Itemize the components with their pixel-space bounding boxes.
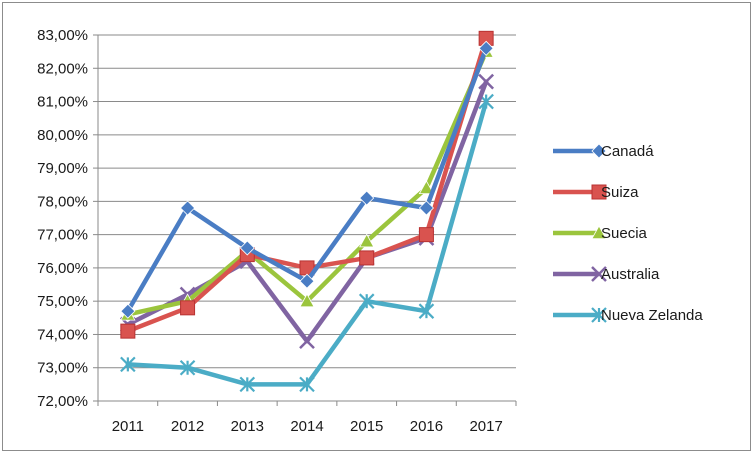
y-tick-label: 80,00% <box>37 127 88 144</box>
y-tick-label: 75,00% <box>37 293 88 310</box>
series-canadá <box>120 40 494 319</box>
y-tick-label: 72,00% <box>37 393 88 410</box>
legend-label: Canadá <box>601 143 654 160</box>
legend-item: Suecia <box>553 225 648 242</box>
series-nueva-zelanda <box>120 93 494 393</box>
series-suiza <box>120 30 494 339</box>
legend-marker <box>591 266 607 282</box>
y-tick-label: 83,00% <box>37 27 88 44</box>
chart-frame: 72,00% 73,00% 74,00% 75,00% 76,00% 77,00% 78,0… <box>2 2 751 451</box>
y-tick-label: 77,00% <box>37 227 88 244</box>
y-tick-label: 82,00% <box>37 60 88 77</box>
data-point <box>359 250 375 266</box>
data-point <box>418 303 435 319</box>
y-tick-label: 76,00% <box>37 260 88 277</box>
x-tick-label: 2017 <box>469 418 502 435</box>
x-tick-label: 2015 <box>350 418 383 435</box>
data-point <box>418 200 434 216</box>
y-tick-labels: 72,00% 73,00% 74,00% 75,00% 76,00% 77,00% 78,0… <box>37 27 88 410</box>
data-point <box>180 300 196 316</box>
x-tick-label: 2016 <box>410 418 443 435</box>
legend-marker <box>591 225 607 240</box>
data-point <box>120 303 136 319</box>
x-tick-label: 2013 <box>231 418 264 435</box>
y-tick-label: 81,00% <box>37 94 88 111</box>
x-tick-label: 2012 <box>171 418 204 435</box>
line-chart: 72,00% 73,00% 74,00% 75,00% 76,00% 77,00% 78,0… <box>37 27 703 435</box>
legend-item: Australia <box>553 266 660 283</box>
data-point <box>299 293 315 308</box>
data-point <box>418 180 435 195</box>
data-point <box>358 293 375 309</box>
data-point <box>478 40 494 56</box>
legend-label: Suecia <box>601 225 648 242</box>
data-point <box>299 333 315 349</box>
legend: Canadá Suiza Suecia Australia Nueva Zelanda <box>553 143 703 324</box>
data-point <box>478 73 495 90</box>
legend-marker <box>591 184 607 200</box>
data-point <box>239 376 256 393</box>
y-tick-label: 74,00% <box>37 326 88 343</box>
legend-marker <box>591 307 607 323</box>
data-point <box>120 323 136 339</box>
legend-label: Suiza <box>601 184 639 201</box>
legend-label: Nueva Zelanda <box>601 307 703 324</box>
y-tick-label: 78,00% <box>37 193 88 210</box>
legend-label: Australia <box>601 266 660 283</box>
data-point <box>239 240 255 256</box>
data-point <box>120 356 136 373</box>
data-point <box>180 200 196 216</box>
axes <box>93 34 517 406</box>
legend-item: Nueva Zelanda <box>553 307 703 324</box>
data-point <box>179 359 196 376</box>
y-tick-label: 73,00% <box>37 360 88 377</box>
series-lines <box>119 30 495 393</box>
legend-item: Canadá <box>553 143 654 160</box>
x-tick-label: 2014 <box>290 418 323 435</box>
legend-marker <box>591 143 607 159</box>
data-point <box>299 376 315 393</box>
data-point <box>359 233 375 248</box>
legend-item: Suiza <box>553 184 639 201</box>
data-point <box>418 227 434 243</box>
x-tick-labels: 2011 2012 2013 2014 2015 2016 2017 <box>112 418 503 435</box>
x-tick-label: 2011 <box>112 418 144 435</box>
data-point <box>299 273 315 289</box>
y-tick-label: 79,00% <box>37 160 88 177</box>
data-point <box>359 190 375 206</box>
